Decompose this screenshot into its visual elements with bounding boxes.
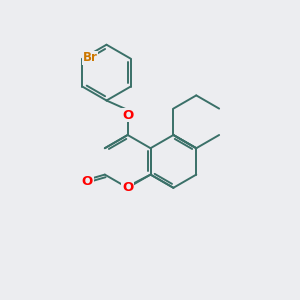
Text: Br: Br	[82, 51, 97, 64]
Text: O: O	[122, 181, 133, 194]
Text: O: O	[82, 175, 93, 188]
Text: O: O	[122, 109, 133, 122]
